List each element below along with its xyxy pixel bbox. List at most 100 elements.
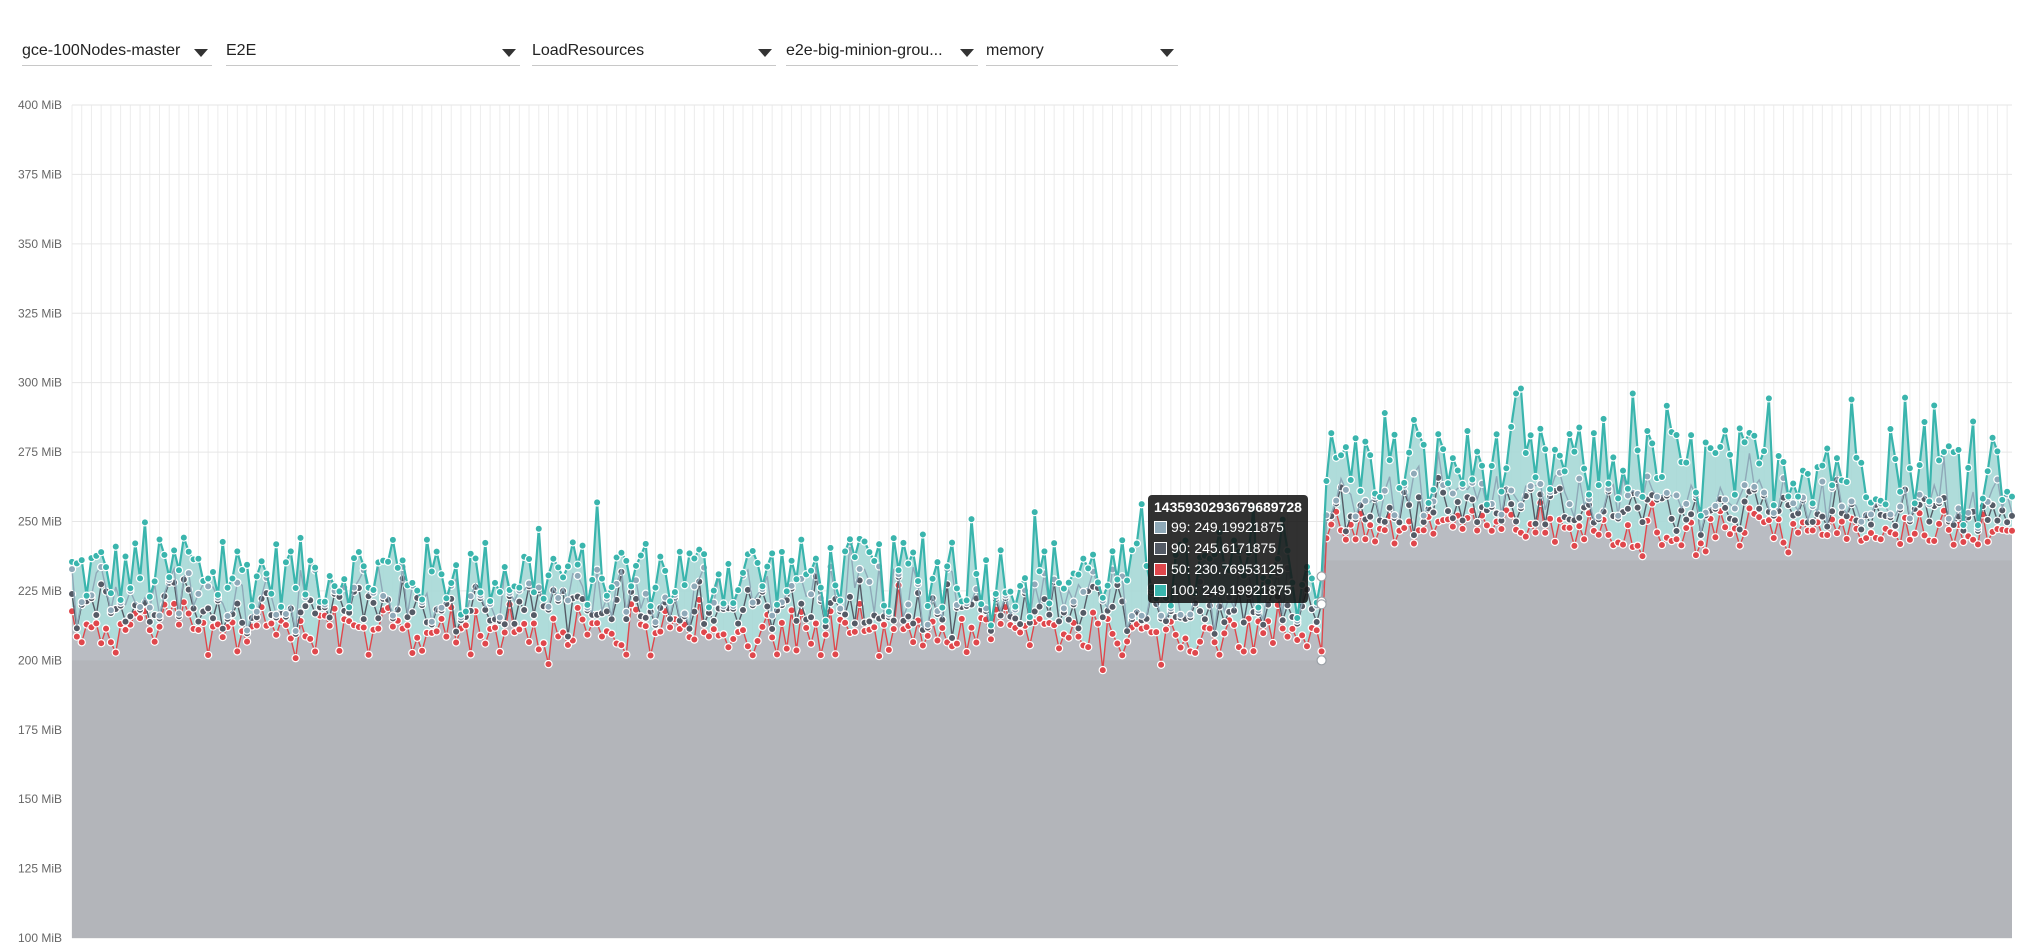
data-point xyxy=(709,586,719,595)
data-point xyxy=(1881,500,1890,509)
data-point xyxy=(1113,575,1122,584)
data-point xyxy=(1239,618,1248,627)
data-point xyxy=(738,568,748,578)
data-point xyxy=(466,549,475,558)
data-point xyxy=(554,563,563,572)
data-point xyxy=(675,547,684,556)
data-point xyxy=(617,548,626,557)
data-point xyxy=(1079,587,1088,597)
data-point xyxy=(626,582,636,591)
data-point xyxy=(1030,507,1039,517)
cluster-select[interactable]: gce-100Nodes-master xyxy=(22,40,212,66)
data-point xyxy=(218,537,227,547)
data-point xyxy=(1594,512,1603,521)
data-point xyxy=(1541,520,1550,529)
data-point xyxy=(544,659,553,669)
data-point xyxy=(378,591,388,601)
data-point xyxy=(388,622,398,631)
data-point xyxy=(77,638,86,647)
data-point xyxy=(1891,521,1900,531)
data-point xyxy=(753,558,762,568)
data-point xyxy=(714,570,723,579)
data-point xyxy=(539,594,548,603)
data-point xyxy=(1895,502,1905,511)
data-point xyxy=(962,647,971,657)
data-point xyxy=(996,619,1005,629)
y-tick-label: 350 MiB xyxy=(18,237,62,251)
data-point xyxy=(1628,389,1637,398)
data-point xyxy=(495,613,505,622)
suite-select[interactable]: E2E xyxy=(226,40,520,66)
data-point xyxy=(1113,639,1122,648)
data-point xyxy=(772,600,782,609)
data-point xyxy=(904,559,913,568)
data-point xyxy=(1934,456,1944,465)
data-point xyxy=(622,614,631,624)
data-point xyxy=(1132,539,1142,548)
data-point xyxy=(364,650,373,659)
data-point xyxy=(306,556,315,565)
data-point xyxy=(1098,665,1107,675)
data-point xyxy=(1701,438,1710,447)
data-point xyxy=(408,578,417,588)
data-point xyxy=(1988,433,1997,442)
data-point xyxy=(1905,535,1915,544)
data-point xyxy=(670,587,680,597)
data-point xyxy=(1020,573,1030,583)
data-point xyxy=(354,547,364,557)
data-point xyxy=(772,650,782,659)
data-point xyxy=(1682,458,1691,467)
data-point xyxy=(1686,430,1696,440)
data-point xyxy=(690,582,699,591)
data-point xyxy=(733,619,743,628)
data-point xyxy=(1482,500,1492,509)
node-select[interactable]: e2e-big-minion-grou... xyxy=(786,40,978,66)
legend-swatch xyxy=(1154,584,1167,597)
data-point xyxy=(1035,614,1044,624)
data-point xyxy=(607,614,616,624)
data-point xyxy=(986,621,996,630)
metric-select[interactable]: memory xyxy=(986,40,1178,66)
series-line-100 xyxy=(71,385,2013,626)
data-point xyxy=(1521,532,1530,541)
data-point xyxy=(1682,523,1691,533)
data-point xyxy=(126,584,135,593)
data-point xyxy=(140,518,150,527)
data-point xyxy=(1866,528,1876,538)
data-point xyxy=(1259,620,1268,629)
data-point xyxy=(1759,446,1769,456)
data-point xyxy=(962,596,971,605)
data-point xyxy=(369,598,378,608)
data-point xyxy=(680,609,689,618)
data-point xyxy=(928,574,937,583)
data-point xyxy=(1059,604,1069,613)
data-point xyxy=(519,605,529,615)
data-point xyxy=(1215,650,1224,659)
data-point xyxy=(1779,457,1788,467)
test-select[interactable]: LoadResources xyxy=(532,40,776,66)
data-point xyxy=(568,538,578,547)
data-point xyxy=(1458,516,1467,525)
data-point xyxy=(656,552,665,561)
data-point xyxy=(301,590,310,599)
data-point xyxy=(242,560,252,569)
data-point xyxy=(870,556,879,566)
data-point xyxy=(1040,547,1049,556)
data-point xyxy=(1575,521,1584,531)
data-point xyxy=(1278,624,1287,633)
data-point xyxy=(1857,458,1866,468)
data-point xyxy=(1336,451,1346,460)
data-point xyxy=(850,627,860,637)
data-point xyxy=(500,562,509,572)
data-point xyxy=(1579,535,1589,544)
data-point xyxy=(1750,482,1759,492)
data-point xyxy=(680,580,689,590)
data-point xyxy=(845,592,855,602)
data-point xyxy=(1239,647,1248,656)
y-tick-label: 200 MiB xyxy=(18,653,62,667)
data-point xyxy=(442,594,451,603)
data-point xyxy=(1594,530,1603,539)
y-tick-label: 275 MiB xyxy=(18,445,62,459)
data-point xyxy=(1419,440,1428,449)
data-point xyxy=(597,632,607,641)
